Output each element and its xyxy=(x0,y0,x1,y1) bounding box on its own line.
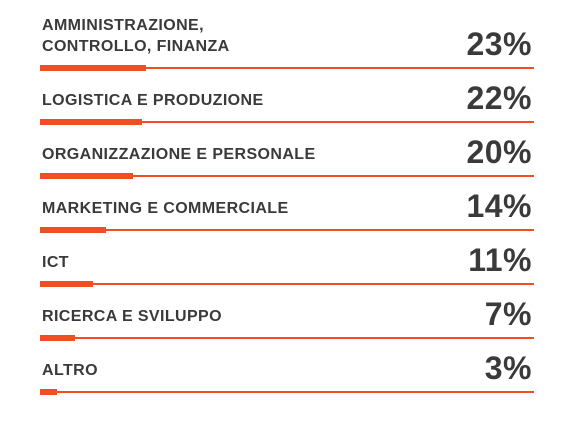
bar xyxy=(40,65,147,71)
category-label: ICT xyxy=(42,254,69,271)
bar-track xyxy=(40,389,534,395)
bar xyxy=(40,281,93,287)
value-label: 23% xyxy=(466,26,532,62)
chart-row: AMMINISTRAZIONE, CONTROLLO, FINANZA 23% xyxy=(40,9,534,71)
value-label: 3% xyxy=(484,350,532,386)
value-label: 22% xyxy=(466,80,532,116)
bar-track xyxy=(40,119,534,125)
chart-row: ORGANIZZAZIONE E PERSONALE 20% xyxy=(40,117,534,179)
chart-row: MARKETING E COMMERCIALE 14% xyxy=(40,171,534,233)
bar-track xyxy=(40,281,534,287)
category-label: RICERCA E SVILUPPO xyxy=(42,308,222,325)
category-label: MARKETING E COMMERCIALE xyxy=(42,200,289,217)
bar xyxy=(40,119,142,125)
bar-track xyxy=(40,65,534,71)
category-label: LOGISTICA E PRODUZIONE xyxy=(42,92,264,109)
chart-row: ALTRO 3% xyxy=(40,333,534,395)
bar xyxy=(40,173,133,179)
value-label: 20% xyxy=(466,134,532,170)
bar-track xyxy=(40,227,534,233)
value-label: 11% xyxy=(468,242,532,278)
bar xyxy=(40,227,107,233)
bar-track xyxy=(40,173,534,179)
chart-row: ICT 11% xyxy=(40,225,534,287)
category-label: AMMINISTRAZIONE, CONTROLLO, FINANZA xyxy=(42,17,230,55)
value-label: 7% xyxy=(484,296,532,332)
chart-row: LOGISTICA E PRODUZIONE 22% xyxy=(40,63,534,125)
bar-track xyxy=(40,335,534,341)
chart-row: RICERCA E SVILUPPO 7% xyxy=(40,279,534,341)
bar xyxy=(40,389,58,395)
value-label: 14% xyxy=(466,188,532,224)
category-label: ALTRO xyxy=(42,362,98,379)
bar xyxy=(40,335,76,341)
category-label: ORGANIZZAZIONE E PERSONALE xyxy=(42,146,316,163)
